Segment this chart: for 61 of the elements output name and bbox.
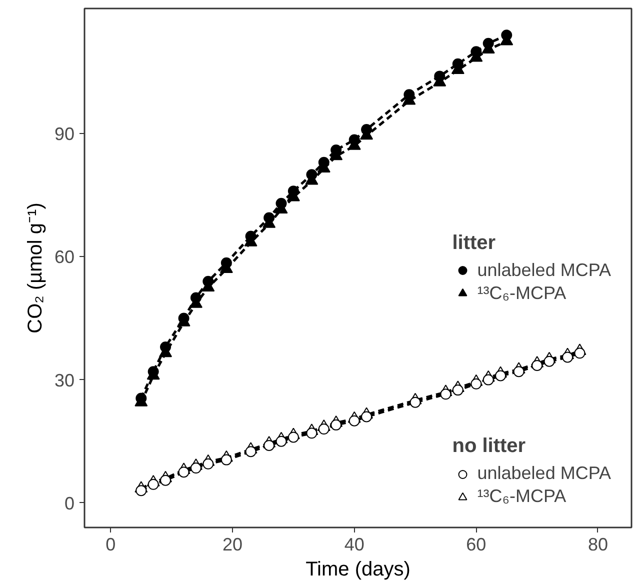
point (264, 212, 275, 224)
x-tick-label: 20 (222, 534, 243, 554)
point (306, 428, 318, 439)
point (160, 474, 172, 486)
legend-label: unlabeled MCPA (477, 260, 611, 280)
point (220, 454, 232, 466)
point (361, 411, 372, 422)
y-axis-title: CO₂ (µmol g⁻¹) (24, 202, 46, 334)
point (452, 58, 464, 70)
point (245, 230, 256, 242)
legend-label: ¹³C₆-MCPA (477, 486, 566, 507)
x-tick-label: 0 (106, 534, 116, 554)
point (495, 370, 506, 382)
point (318, 156, 330, 168)
point (306, 169, 318, 180)
x-tick-label: 60 (466, 534, 486, 554)
point (330, 419, 342, 430)
legend-label: ¹³C₆-MCPA (477, 282, 566, 304)
x-tick-label: 40 (344, 534, 364, 554)
point (470, 378, 482, 390)
point (160, 341, 172, 352)
point (202, 458, 214, 470)
point (501, 30, 512, 41)
y-tick-label: 60 (54, 247, 75, 268)
legend-label: unlabeled MCPA (477, 463, 611, 484)
point (452, 384, 464, 396)
point (482, 374, 494, 386)
point (276, 198, 287, 209)
point (318, 424, 330, 435)
point (562, 352, 574, 363)
y-tick-label: 90 (54, 124, 75, 144)
point (202, 276, 214, 287)
point (276, 436, 287, 447)
point (148, 478, 159, 490)
point (288, 186, 299, 197)
point (178, 466, 190, 478)
point (440, 388, 452, 400)
text: litter (452, 232, 496, 254)
point (482, 38, 494, 49)
point (288, 432, 299, 443)
point (470, 46, 482, 58)
point (190, 292, 202, 304)
point (190, 462, 202, 474)
point (264, 440, 275, 451)
text: no litter (452, 435, 526, 457)
point (513, 366, 524, 378)
point (361, 124, 372, 136)
y-tick-label: 30 (54, 370, 75, 390)
point (532, 360, 543, 371)
point (410, 396, 421, 408)
point (245, 446, 256, 458)
point (136, 485, 147, 496)
point (348, 415, 360, 426)
y-tick-label: 0 (64, 493, 75, 514)
x-axis-title: Time (days) (306, 558, 410, 580)
point (574, 348, 586, 359)
point (544, 356, 555, 367)
point (434, 70, 446, 82)
point (348, 134, 360, 146)
point (220, 257, 232, 268)
x-tick-label: 80 (588, 534, 608, 554)
